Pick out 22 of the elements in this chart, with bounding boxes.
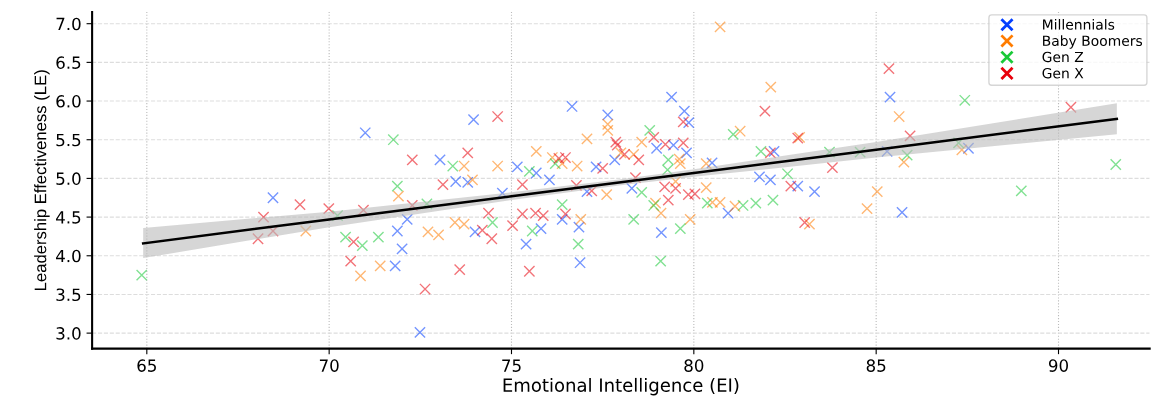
x-tick-label: 65 bbox=[137, 359, 156, 372]
y-tick-label: 5.0 bbox=[56, 172, 81, 185]
x-tick-label: 75 bbox=[502, 359, 521, 372]
y-tick-label: 6.0 bbox=[56, 95, 81, 108]
y-tick-label: 3.0 bbox=[56, 327, 81, 340]
y-tick-label: 4.5 bbox=[56, 211, 81, 224]
y-tick-label: 7.0 bbox=[56, 17, 81, 31]
legend-label: Gen X bbox=[1042, 67, 1084, 79]
y-tick-label: 3.5 bbox=[56, 288, 81, 302]
x-tick-label: 90 bbox=[1048, 359, 1068, 372]
y-tick-label: 4.0 bbox=[56, 249, 81, 263]
x-tick-label: 85 bbox=[866, 359, 886, 372]
legend-label: Millennials bbox=[1043, 19, 1115, 30]
legend-label: Gen Z bbox=[1042, 51, 1084, 63]
x-axis-title: Emotional Intelligence (EI) bbox=[503, 377, 739, 396]
y-tick-label: 5.5 bbox=[56, 133, 81, 147]
y-tick-label: 6.5 bbox=[56, 56, 81, 69]
y-axis-title: Leadership Effectiveness (LE) bbox=[34, 70, 50, 290]
x-tick-label: 80 bbox=[684, 359, 704, 372]
legend-label: Baby Boomers bbox=[1043, 35, 1143, 49]
x-tick-label: 70 bbox=[319, 359, 339, 372]
line-series bbox=[141, 117, 1119, 245]
